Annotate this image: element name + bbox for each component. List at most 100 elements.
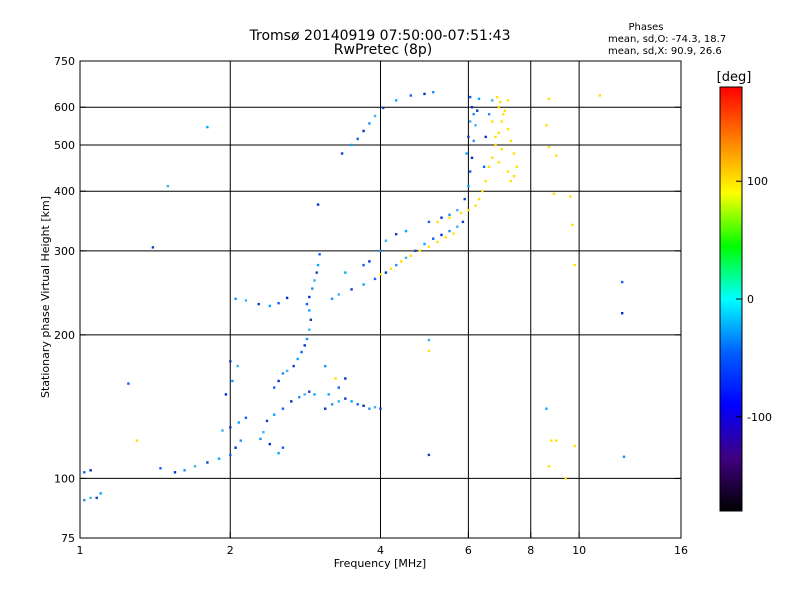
data-point	[362, 129, 365, 133]
data-point	[494, 135, 497, 139]
data-point	[268, 304, 271, 308]
data-point	[373, 406, 377, 409]
data-point	[305, 337, 309, 341]
data-point	[427, 349, 431, 353]
data-point	[459, 211, 463, 215]
data-point	[206, 461, 209, 464]
chart-title: Tromsø 20140919 07:50:00-07:51:43	[249, 28, 511, 44]
data-point	[330, 297, 334, 300]
data-point	[427, 220, 431, 224]
data-point	[344, 377, 347, 380]
data-point	[573, 444, 576, 448]
data-point	[244, 416, 248, 419]
data-point	[298, 396, 301, 399]
data-point	[512, 175, 516, 178]
data-point	[344, 397, 347, 400]
chart-subtitle: RwPretec (8p)	[334, 42, 432, 58]
data-point	[491, 156, 494, 159]
data-point	[308, 295, 311, 299]
data-point	[487, 113, 491, 116]
data-point	[427, 245, 431, 248]
data-point	[389, 267, 393, 270]
data-point	[448, 213, 451, 216]
data-point	[151, 246, 155, 249]
data-point	[469, 170, 472, 173]
data-point	[395, 263, 398, 267]
data-point	[476, 109, 479, 112]
data-point	[427, 453, 431, 457]
data-point	[463, 197, 466, 201]
data-point	[571, 223, 574, 227]
data-point	[472, 139, 475, 143]
data-point	[324, 364, 327, 368]
data-point	[404, 229, 408, 233]
data-point	[470, 156, 474, 159]
data-point	[334, 377, 337, 380]
data-point	[506, 127, 510, 131]
data-point	[305, 302, 309, 306]
data-point	[337, 400, 340, 403]
data-point	[598, 94, 601, 97]
data-point	[308, 309, 311, 312]
data-point	[506, 99, 510, 102]
data-point	[277, 302, 280, 305]
y-tick-label: 300	[54, 245, 75, 258]
data-point	[465, 152, 468, 155]
data-point	[281, 446, 285, 449]
data-point	[95, 496, 98, 500]
data-point	[379, 407, 382, 410]
data-point	[265, 419, 269, 423]
data-point	[456, 209, 459, 212]
data-point	[239, 439, 242, 442]
data-point	[500, 148, 503, 151]
data-point	[448, 216, 451, 219]
data-point	[472, 113, 475, 116]
x-tick-label: 6	[465, 544, 472, 557]
data-point	[217, 457, 221, 460]
x-tick-label: 4	[377, 544, 384, 557]
data-point	[296, 357, 299, 361]
data-point	[159, 467, 162, 470]
data-point	[509, 139, 513, 143]
data-point	[285, 369, 289, 373]
data-point	[268, 442, 271, 446]
data-point	[423, 242, 426, 246]
data-point	[350, 288, 353, 291]
data-point	[497, 161, 500, 164]
data-point	[340, 152, 344, 155]
data-point	[373, 277, 377, 281]
data-point	[127, 382, 130, 385]
data-point	[237, 421, 240, 424]
data-point	[564, 477, 567, 480]
x-axis-label: Frequency [MHz]	[334, 557, 426, 570]
phases-o-stats: mean, sd,O: -74.3, 18.7	[608, 34, 726, 45]
data-point	[236, 364, 239, 368]
data-point	[273, 413, 276, 416]
data-point	[193, 465, 197, 468]
data-point	[573, 263, 576, 267]
data-point	[83, 471, 86, 474]
data-point	[350, 143, 353, 147]
data-point	[229, 426, 232, 429]
data-point	[273, 386, 276, 389]
data-point	[474, 204, 477, 207]
data-point	[545, 407, 548, 410]
colorbar-tick-label: 0	[747, 293, 754, 306]
data-point	[495, 95, 499, 99]
data-point	[262, 431, 265, 434]
data-point	[229, 360, 232, 363]
data-point	[477, 197, 481, 201]
data-point	[229, 453, 232, 457]
data-point	[469, 95, 472, 99]
data-point	[456, 225, 459, 228]
data-point	[281, 372, 285, 375]
data-point	[497, 106, 500, 109]
data-point	[135, 439, 139, 442]
phases-x-stats: mean, sd,X: 90.9, 26.6	[608, 46, 722, 57]
data-point	[432, 237, 435, 240]
data-point	[292, 364, 295, 368]
data-point	[368, 122, 371, 125]
phases-title: Phases	[628, 22, 663, 33]
data-point	[503, 109, 507, 112]
data-point	[547, 465, 551, 468]
